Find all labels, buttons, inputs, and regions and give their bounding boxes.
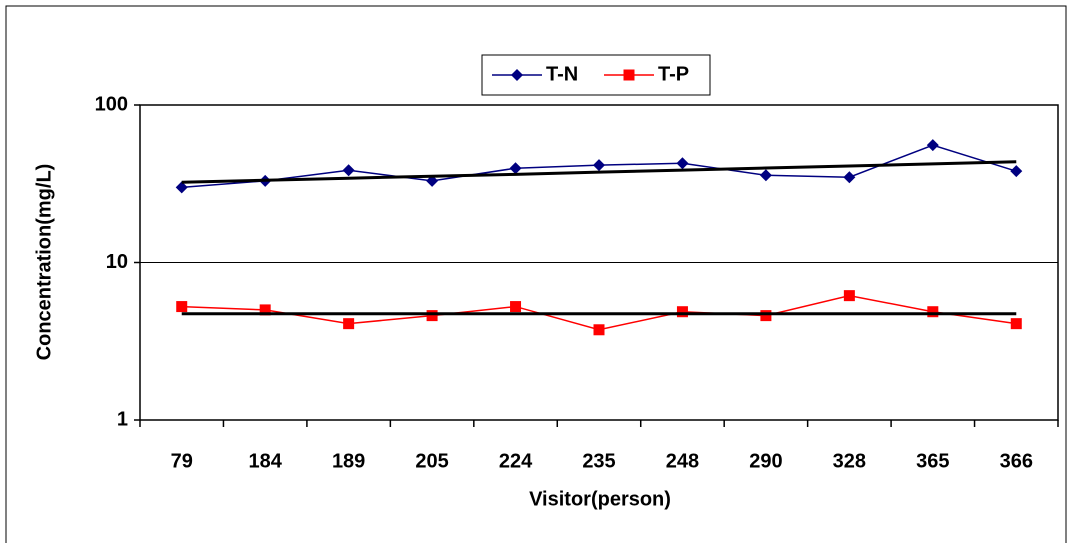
data-point bbox=[676, 157, 689, 170]
x-tick-label: 365 bbox=[916, 450, 949, 472]
data-point bbox=[843, 171, 856, 184]
data-point bbox=[426, 310, 438, 322]
y-axis-title: Concentration(mg/L) bbox=[33, 164, 55, 361]
data-point bbox=[1010, 165, 1023, 178]
data-point bbox=[843, 290, 855, 302]
data-point bbox=[259, 304, 271, 316]
trend-line bbox=[181, 160, 1017, 184]
legend-marker bbox=[623, 69, 635, 81]
x-axis-title: Visitor(person) bbox=[529, 488, 671, 510]
data-point bbox=[175, 181, 188, 194]
x-tick-label: 79 bbox=[171, 450, 193, 472]
data-point bbox=[927, 306, 939, 318]
data-point bbox=[926, 139, 939, 152]
data-point bbox=[176, 301, 188, 313]
chart-frame bbox=[5, 5, 1067, 543]
data-point bbox=[760, 310, 772, 322]
data-point bbox=[759, 169, 772, 182]
x-tick-label: 224 bbox=[499, 450, 533, 472]
data-point bbox=[676, 306, 688, 318]
x-tick-label: 328 bbox=[833, 450, 866, 472]
legend-box bbox=[481, 54, 711, 96]
legend-label: T-P bbox=[658, 63, 689, 85]
data-point bbox=[510, 301, 522, 313]
x-tick-label: 290 bbox=[749, 450, 782, 472]
x-tick-label: 205 bbox=[415, 450, 448, 472]
x-tick-label: 366 bbox=[1000, 450, 1033, 472]
data-point bbox=[1010, 318, 1022, 330]
data-point bbox=[593, 159, 605, 172]
legend-marker bbox=[511, 69, 523, 81]
y-tick-label: 100 bbox=[95, 93, 128, 115]
x-tick-label: 248 bbox=[666, 450, 699, 472]
x-tick-label: 235 bbox=[582, 450, 615, 472]
y-tick-label: 10 bbox=[106, 251, 128, 273]
data-point bbox=[593, 324, 605, 336]
data-point bbox=[509, 162, 522, 175]
data-point bbox=[426, 174, 439, 187]
data-point bbox=[342, 164, 355, 177]
data-point bbox=[343, 318, 355, 330]
legend-label: T-N bbox=[546, 63, 578, 85]
x-tick-label: 189 bbox=[332, 450, 365, 472]
y-tick-label: 1 bbox=[117, 408, 128, 430]
x-tick-label: 184 bbox=[248, 450, 282, 472]
